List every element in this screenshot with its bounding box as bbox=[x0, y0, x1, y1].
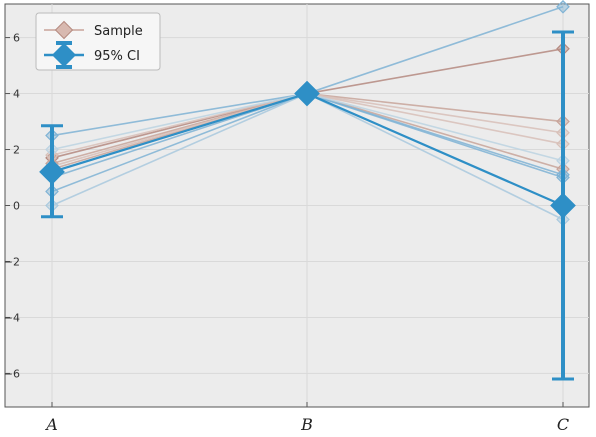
mean-marker bbox=[294, 80, 320, 107]
y-tick-label: 6 bbox=[13, 32, 20, 45]
y-tick-label: −4 bbox=[4, 311, 20, 324]
y-tick-label: 0 bbox=[13, 200, 20, 213]
legend-sample-label: Sample bbox=[94, 24, 143, 39]
x-axis-ticks: A B C bbox=[44, 402, 569, 434]
y-tick-label: −2 bbox=[4, 255, 20, 268]
legend-sample-marker bbox=[54, 20, 74, 40]
mean-marker bbox=[39, 159, 65, 185]
confidence-intervals bbox=[39, 30, 576, 381]
legend-ci-marker bbox=[51, 42, 77, 68]
y-axis-ticks: −6 −4 −2 0 2 4 6 bbox=[4, 32, 20, 381]
y-tick-label: −6 bbox=[4, 367, 20, 380]
mean-marker bbox=[550, 192, 576, 219]
legend-ci-label: 95% CI bbox=[94, 49, 140, 64]
x-tick-label: A bbox=[44, 415, 58, 434]
y-tick-label: 4 bbox=[13, 88, 20, 101]
y-tick-label: 2 bbox=[13, 144, 20, 157]
x-tick-label: C bbox=[557, 415, 569, 434]
sample-marker bbox=[556, 0, 570, 14]
x-tick-label: B bbox=[300, 415, 313, 434]
legend: Sample 95% CI bbox=[35, 12, 161, 71]
